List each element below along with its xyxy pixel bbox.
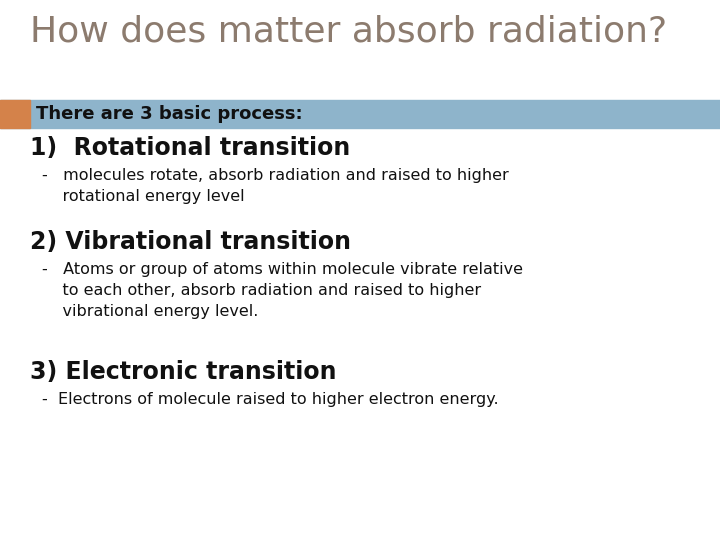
- Text: -   Atoms or group of atoms within molecule vibrate relative
    to each other, : - Atoms or group of atoms within molecul…: [42, 262, 523, 319]
- Text: -   molecules rotate, absorb radiation and raised to higher
    rotational energ: - molecules rotate, absorb radiation and…: [42, 168, 509, 204]
- Bar: [0, 100, 30, 128]
- Bar: [0, 100, 720, 128]
- Text: How does matter absorb radiation?: How does matter absorb radiation?: [30, 15, 667, 49]
- Text: 3) Electronic transition: 3) Electronic transition: [30, 360, 336, 384]
- Text: 2) Vibrational transition: 2) Vibrational transition: [30, 230, 351, 254]
- Text: There are 3 basic process:: There are 3 basic process:: [36, 105, 302, 123]
- Text: -  Electrons of molecule raised to higher electron energy.: - Electrons of molecule raised to higher…: [42, 392, 499, 407]
- Text: 1)  Rotational transition: 1) Rotational transition: [30, 136, 350, 160]
